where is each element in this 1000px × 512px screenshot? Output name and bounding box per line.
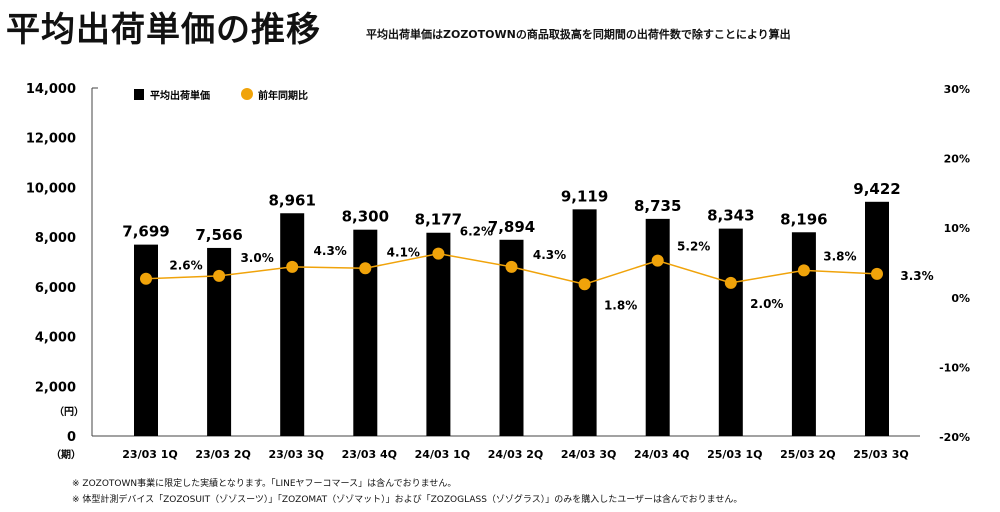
bar xyxy=(645,218,670,436)
yoy-value-label: 3.8% xyxy=(823,249,856,263)
yoy-point xyxy=(359,262,372,275)
left-tick-label: 2,000 xyxy=(35,380,76,395)
yoy-point xyxy=(724,276,737,289)
x-tick-label: 23/03 1Q xyxy=(122,448,177,461)
yoy-value-label: 2.0% xyxy=(750,297,783,311)
left-tick-label: 10,000 xyxy=(26,181,76,196)
right-tick-label: 0% xyxy=(951,292,970,305)
x-tick-label: 25/03 3Q xyxy=(853,448,908,461)
bar xyxy=(280,213,305,436)
yoy-point xyxy=(797,264,810,277)
bar xyxy=(353,229,378,436)
yoy-point xyxy=(140,272,152,285)
yoy-value-label: 4.1% xyxy=(387,245,420,259)
left-tick-label: 12,000 xyxy=(26,132,76,147)
legend-line-label: 前年同期比 xyxy=(258,89,308,102)
bar xyxy=(572,209,597,436)
x-tick-label: 25/03 2Q xyxy=(780,448,835,461)
yoy-value-label: 3.3% xyxy=(900,269,933,283)
yoy-value-label: 4.3% xyxy=(314,244,347,258)
yoy-point xyxy=(286,260,299,273)
bar xyxy=(426,232,451,436)
left-tick-label: 6,000 xyxy=(35,281,76,296)
x-tick-label: 24/03 1Q xyxy=(415,448,470,461)
bar-value-label: 8,961 xyxy=(268,191,315,209)
x-tick-label: 24/03 3Q xyxy=(561,448,616,461)
left-tick-label: 14,000 xyxy=(26,82,76,97)
bar-value-label: 8,735 xyxy=(634,197,681,215)
y-unit-label: （円） xyxy=(54,405,84,418)
left-tick-label: 0 xyxy=(67,430,76,445)
yoy-value-label: 5.2% xyxy=(677,240,710,254)
yoy-point xyxy=(871,267,883,280)
right-tick-label: 30% xyxy=(944,83,970,96)
x-tick-label: 25/03 1Q xyxy=(707,448,762,461)
bar-value-label: 7,566 xyxy=(195,226,242,244)
legend-line-swatch xyxy=(241,88,253,100)
right-tick-label: 10% xyxy=(944,222,970,235)
bar xyxy=(718,228,743,436)
right-tick-label: 20% xyxy=(944,153,970,166)
bar-value-label: 8,177 xyxy=(415,211,462,229)
x-tick-label: 23/03 3Q xyxy=(268,448,323,461)
legend-bar-label: 平均出荷単価 xyxy=(150,89,210,102)
bar-value-label: 9,422 xyxy=(853,180,900,198)
footnote-1: ※ ZOZOTOWN事業に限定した実績となります。「LINEヤフーコマース」は含… xyxy=(72,479,457,489)
x-tick-label: 24/03 2Q xyxy=(488,448,543,461)
left-tick-label: 8,000 xyxy=(35,231,76,246)
x-tick-label: 23/03 2Q xyxy=(195,448,250,461)
bar-value-label: 8,300 xyxy=(342,208,389,226)
yoy-value-label: 1.8% xyxy=(604,298,637,312)
bar xyxy=(791,232,816,436)
bar-value-label: 9,119 xyxy=(561,187,608,205)
bar xyxy=(865,201,889,436)
page-title: 平均出荷単価の推移 xyxy=(6,10,321,50)
yoy-value-label: 3.0% xyxy=(240,251,273,265)
yoy-value-label: 4.3% xyxy=(533,248,566,262)
yoy-value-label: 6.2% xyxy=(460,225,493,239)
right-tick-label: -20% xyxy=(939,431,970,444)
bar-value-label: 8,343 xyxy=(707,207,754,225)
left-tick-label: 4,000 xyxy=(35,331,76,346)
x-tick-label: 24/03 4Q xyxy=(634,448,689,461)
yoy-value-label: 2.6% xyxy=(169,259,202,273)
yoy-point xyxy=(578,278,591,291)
bar-value-label: 7,894 xyxy=(488,218,535,236)
right-tick-label: -10% xyxy=(939,361,970,374)
yoy-point xyxy=(505,260,518,273)
yoy-point xyxy=(213,269,226,282)
yoy-point xyxy=(432,247,445,260)
yoy-point xyxy=(651,254,664,267)
bar-value-label: 8,196 xyxy=(780,210,827,228)
x-prefix-label: （期） xyxy=(51,448,81,461)
x-tick-label: 23/03 4Q xyxy=(342,448,397,461)
legend-bar-swatch xyxy=(134,89,144,100)
footnote-2: ※ 体型計測デバイス「ZOZOSUIT（ゾゾスーツ）」「ZOZOMAT（ゾゾマッ… xyxy=(72,495,743,505)
subtitle: 平均出荷単価はZOZOTOWNの商品取扱高を同期間の出荷件数で除すことにより算出 xyxy=(366,28,791,41)
bar-value-label: 7,699 xyxy=(122,223,169,241)
